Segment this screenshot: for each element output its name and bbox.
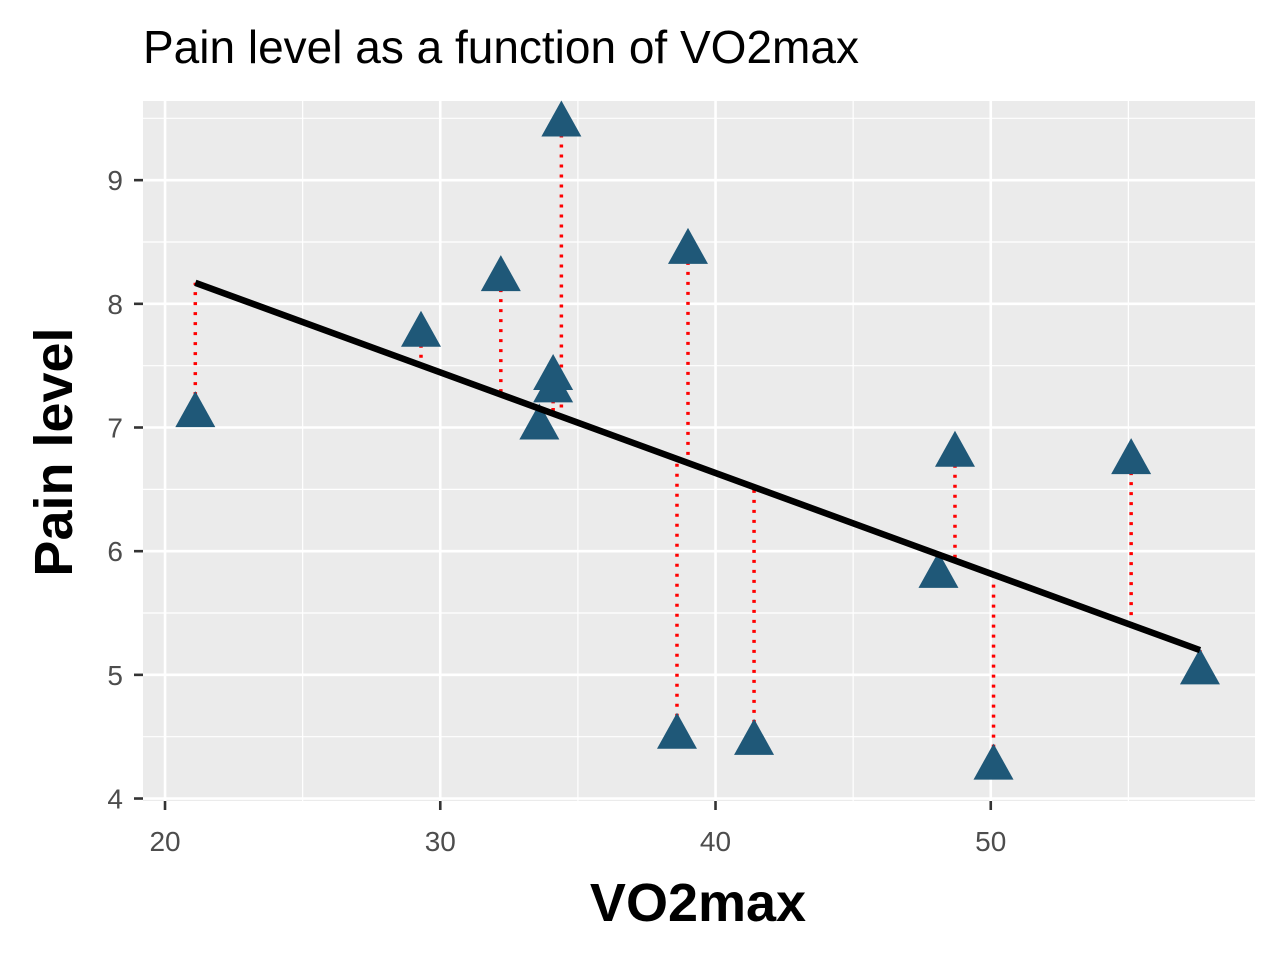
y-tick-label: 9 [107, 165, 123, 196]
data-point [734, 718, 775, 755]
axis-ticks: 20 30 40 50 4 5 6 7 8 9 [107, 165, 1006, 857]
data-point [1179, 648, 1220, 685]
data-point [480, 255, 521, 292]
x-tick-label: 50 [975, 826, 1006, 857]
x-axis-title: VO2max [590, 873, 806, 933]
data-point [918, 551, 959, 588]
data-point [1111, 438, 1152, 475]
data-point [175, 391, 216, 428]
y-tick-label: 6 [107, 536, 123, 567]
regression-line [194, 279, 1202, 654]
chart-title: Pain level as a function of VO2max [143, 21, 859, 73]
data-points [175, 100, 1220, 780]
data-point [541, 100, 582, 137]
x-tick-label: 30 [425, 826, 456, 857]
y-axis-title: Pain level [24, 327, 84, 576]
y-tick-label: 4 [107, 784, 123, 815]
y-tick-label: 8 [107, 289, 123, 320]
major-gridlines [143, 101, 1255, 801]
data-point [667, 227, 708, 264]
data-point [934, 430, 975, 467]
minor-gridlines [143, 101, 1255, 801]
y-tick-label: 5 [107, 660, 123, 691]
x-tick-label: 40 [700, 826, 731, 857]
x-tick-label: 20 [149, 826, 180, 857]
data-point [533, 354, 574, 391]
data-point [519, 403, 560, 440]
plot-panel [143, 101, 1255, 801]
regression-line-group [194, 279, 1202, 654]
data-point [401, 310, 441, 347]
data-point [656, 712, 697, 749]
data-point [973, 743, 1014, 780]
y-tick-label: 7 [107, 413, 123, 444]
